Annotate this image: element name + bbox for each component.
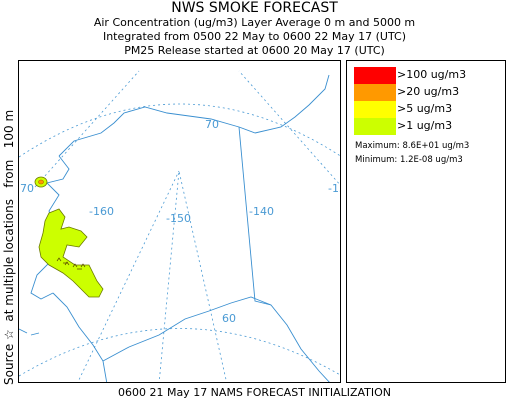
gulf-of-alaska-coast — [102, 296, 330, 382]
lon-label-140: -140 — [249, 205, 274, 218]
release-start: PM25 Release started at 0600 20 May 17 (… — [124, 44, 385, 57]
legend-swatch-100 — [354, 67, 396, 84]
lat-label-70: 70 — [205, 118, 219, 131]
lon-label-170: -170 — [19, 182, 34, 195]
forecast-initialization: 0600 21 May 17 NAMS FORECAST INITIALIZAT… — [117, 386, 392, 399]
graticule-labels: -170 -160 -150 -140 -130 70 60 — [19, 118, 341, 325]
canada-arctic-coast — [254, 74, 330, 134]
maximum-value: Maximum: 8.6E+01 ug/m3 — [355, 141, 470, 151]
lon-label-160: -160 — [89, 205, 114, 218]
legend-label-5: >5 ug/m3 — [397, 102, 453, 115]
legend-label-20: >20 ug/m3 — [397, 85, 460, 98]
alaska-north-coast — [58, 106, 256, 157]
legend-swatch-5 — [354, 101, 396, 118]
map-panel: -170 -160 -150 -140 -130 70 60 — [18, 60, 341, 383]
lon-label-150: -150 — [166, 212, 191, 225]
minimum-value: Minimum: 1.2E-08 ug/m3 — [355, 155, 463, 165]
map-title: NWS SMOKE FORECAST — [171, 0, 338, 16]
aleutian-islands — [19, 328, 40, 336]
alaska-peninsula — [52, 292, 108, 382]
integration-period: Integrated from 0500 22 May to 0600 22 M… — [102, 30, 407, 43]
latitude-line-70 — [19, 103, 340, 158]
lon-label-130: -130 — [328, 182, 341, 195]
graticule — [19, 70, 340, 382]
legend-panel: >100 ug/m3 >20 ug/m3 >5 ug/m3 >1 ug/m3 M… — [346, 60, 506, 383]
longitude-line-140 — [178, 170, 227, 382]
concentration-description: Air Concentration (ug/m3) Layer Average … — [93, 16, 416, 29]
source-label: Source ☆ at multiple locations from 100 … — [2, 109, 16, 385]
legend-swatch-20 — [354, 84, 396, 101]
longitude-line-130 — [238, 70, 340, 186]
smoke-plume — [34, 176, 104, 298]
longitude-line-170 — [34, 70, 140, 188]
legend-label-1: >1 ug/m3 — [397, 119, 453, 132]
lat-label-60: 60 — [222, 312, 236, 325]
coastline — [19, 74, 330, 382]
alaska-map: -170 -160 -150 -140 -130 70 60 — [19, 70, 341, 382]
plume-core — [38, 179, 44, 185]
source-markers — [56, 257, 86, 270]
longitude-line-150 — [158, 170, 180, 382]
border-canada — [238, 126, 272, 306]
legend-label-100: >100 ug/m3 — [397, 68, 467, 81]
longitude-line-160 — [77, 170, 180, 382]
plume-main — [38, 208, 104, 298]
legend-swatch-1 — [354, 118, 396, 135]
